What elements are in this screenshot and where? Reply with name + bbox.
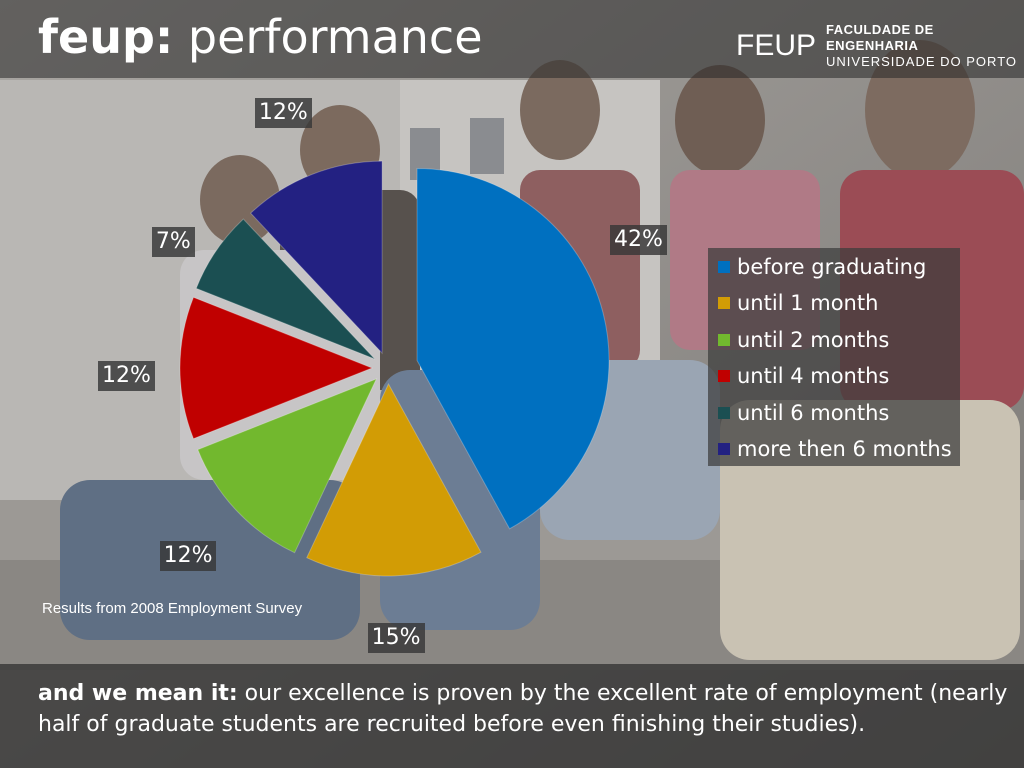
header-bar: feup: performance FEUP FACULDADE DE ENGE… <box>0 0 1024 78</box>
footer-body: our excellence is proven by the excellen… <box>38 681 1008 737</box>
pie-slice-until-4-months <box>179 296 374 440</box>
data-label-until-1-month: 15% <box>367 622 425 653</box>
legend-swatch <box>718 333 730 346</box>
chart-legend: before graduating until 1 month until 2 mo… <box>708 248 960 466</box>
pie-slice-before-graduating <box>416 168 610 530</box>
legend-swatch <box>718 261 730 273</box>
feup-logo: FEUP FACULDADE DE ENGENHARIA UNIVERSIDAD… <box>736 22 1024 70</box>
legend-item-before-graduating: before graduating <box>718 252 926 282</box>
data-label-until-4-months: 12% <box>98 361 155 391</box>
legend-swatch <box>718 297 730 310</box>
pie-slice-until-2-months <box>197 378 378 554</box>
legend-label: until 2 months <box>737 327 890 352</box>
data-label-until-6-months: 7% <box>151 226 195 257</box>
logo-text: FACULDADE DE ENGENHARIA UNIVERSIDADE DO … <box>826 22 1024 70</box>
legend-item-more-then-6-months: more then 6 months <box>718 434 952 464</box>
legend-swatch <box>718 370 730 383</box>
legend-item-until-2-months: until 2 months <box>718 325 889 355</box>
legend-item-until-6-months: until 6 months <box>718 398 889 428</box>
title-rest: performance <box>187 10 483 64</box>
pie-slice-more-then-6-months <box>249 160 383 355</box>
footer-lead: and we mean it: <box>38 681 238 706</box>
data-label-before-graduating: 42% <box>609 225 667 256</box>
footer-bar: and we mean it: our excellence is proven… <box>0 664 1024 768</box>
legend-label: more then 6 months <box>737 437 952 461</box>
title-bold: feup: <box>38 10 174 64</box>
data-label-until-2-months: 12% <box>159 540 217 571</box>
legend-swatch <box>718 443 730 455</box>
legend-item-until-1-month: until 1 month <box>718 288 878 318</box>
logo-line-1: FACULDADE DE ENGENHARIA <box>826 22 934 53</box>
pie-slice-until-6-months <box>195 218 376 360</box>
legend-label: until 1 month <box>737 291 879 316</box>
source-note: Results from 2008 Employment Survey <box>42 600 303 617</box>
legend-item-until-4-months: until 4 months <box>718 361 889 391</box>
data-label-more-then-6-months: 12% <box>254 97 312 128</box>
logo-line-2: UNIVERSIDADE DO PORTO <box>826 54 1018 69</box>
page-title: feup: performance <box>38 10 483 64</box>
legend-label: until 6 months <box>737 400 890 425</box>
footer-text: and we mean it: our excellence is proven… <box>38 678 1018 740</box>
legend-label: before graduating <box>737 255 927 279</box>
legend-label: until 4 months <box>737 364 890 389</box>
legend-swatch <box>718 406 730 419</box>
logo-mark: FEUP <box>736 29 817 62</box>
pie-slice-until-1-month <box>306 382 482 577</box>
